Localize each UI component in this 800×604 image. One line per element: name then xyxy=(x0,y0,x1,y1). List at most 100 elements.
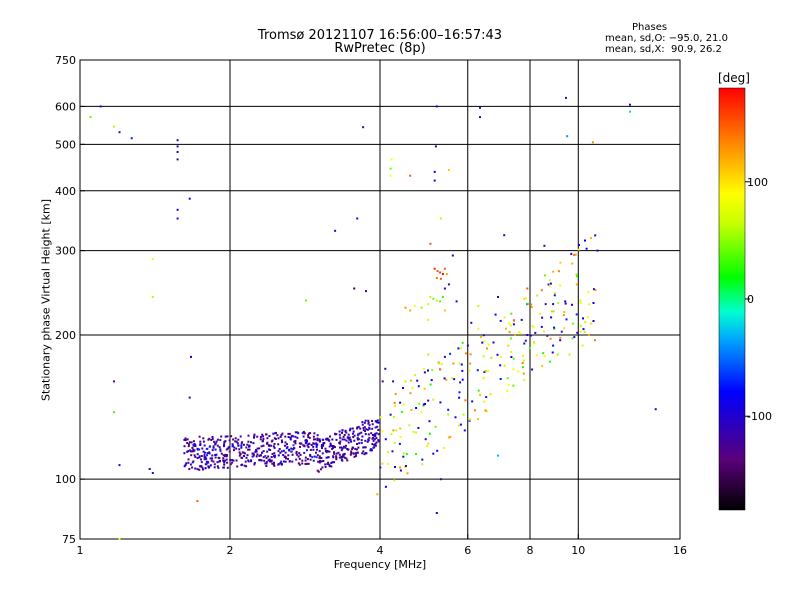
data-point xyxy=(575,283,578,286)
data-point xyxy=(118,464,121,467)
data-point xyxy=(296,436,299,439)
data-point xyxy=(259,436,262,438)
data-point xyxy=(284,456,287,458)
data-point xyxy=(415,453,417,455)
data-point xyxy=(290,435,293,438)
data-point xyxy=(338,453,341,456)
data-point xyxy=(204,463,207,466)
data-point xyxy=(211,436,214,438)
data-point xyxy=(352,436,355,439)
data-point xyxy=(469,353,472,356)
data-point xyxy=(510,356,513,358)
data-point xyxy=(211,437,214,440)
data-point xyxy=(373,433,376,436)
data-point xyxy=(325,450,328,453)
data-point xyxy=(392,380,395,383)
data-point xyxy=(552,310,555,313)
data-point xyxy=(363,426,366,429)
data-point xyxy=(339,440,342,443)
data-point xyxy=(335,452,338,455)
data-point xyxy=(297,462,300,465)
data-point xyxy=(226,466,229,469)
data-point xyxy=(481,341,484,344)
data-point xyxy=(556,353,559,356)
data-point xyxy=(594,289,597,292)
data-point xyxy=(288,432,291,435)
y-tick-label: 75 xyxy=(62,533,76,546)
data-point xyxy=(222,454,225,457)
data-point xyxy=(266,441,269,444)
data-point xyxy=(273,456,276,459)
data-point xyxy=(252,452,254,455)
data-point xyxy=(285,457,287,460)
data-point xyxy=(453,378,456,381)
data-point xyxy=(411,387,414,389)
data-point xyxy=(216,461,219,464)
data-point xyxy=(347,433,350,436)
data-point xyxy=(319,468,322,471)
data-point xyxy=(445,378,448,381)
data-point xyxy=(461,369,464,372)
data-point xyxy=(281,441,284,444)
data-point xyxy=(377,428,380,431)
colorbar-tick-label: 100 xyxy=(747,176,768,189)
data-point xyxy=(305,440,308,442)
data-point xyxy=(431,369,434,372)
data-point xyxy=(420,411,423,414)
data-point xyxy=(323,442,326,444)
data-point xyxy=(422,404,425,407)
data-point xyxy=(234,440,237,443)
data-point xyxy=(304,442,307,445)
data-point xyxy=(528,347,531,350)
data-point xyxy=(316,437,319,440)
data-point xyxy=(593,339,596,342)
data-point xyxy=(330,465,333,468)
data-point xyxy=(367,439,370,442)
data-point xyxy=(512,319,515,322)
data-point xyxy=(473,409,476,412)
data-point xyxy=(360,439,363,442)
data-point xyxy=(507,344,510,347)
data-point xyxy=(402,455,405,458)
data-point xyxy=(266,442,268,445)
data-point xyxy=(523,359,525,362)
data-point xyxy=(277,437,280,440)
data-point xyxy=(406,472,409,475)
data-point xyxy=(251,455,254,458)
data-point xyxy=(190,450,193,453)
data-point xyxy=(449,435,452,438)
data-point xyxy=(508,331,511,334)
data-point xyxy=(393,479,396,482)
data-point xyxy=(409,392,412,395)
data-point xyxy=(198,448,201,451)
data-point xyxy=(192,440,195,443)
data-point xyxy=(559,284,562,287)
data-point xyxy=(439,401,442,404)
data-point xyxy=(412,431,415,433)
data-point xyxy=(295,452,298,455)
data-point xyxy=(245,446,248,449)
data-point xyxy=(223,445,225,448)
data-point xyxy=(404,306,407,309)
data-point xyxy=(356,217,359,220)
data-point xyxy=(362,450,365,453)
data-point xyxy=(420,306,423,309)
data-point xyxy=(335,458,338,461)
data-point xyxy=(364,446,367,449)
data-point xyxy=(313,432,316,435)
data-point xyxy=(329,442,332,445)
data-point xyxy=(327,450,330,453)
data-point xyxy=(325,456,328,459)
data-point xyxy=(477,304,480,307)
data-point xyxy=(219,450,222,453)
data-point xyxy=(265,462,268,465)
data-point xyxy=(248,445,250,448)
data-point xyxy=(258,454,261,457)
data-point xyxy=(432,398,435,401)
data-point xyxy=(309,453,312,456)
data-point xyxy=(375,441,378,444)
data-point xyxy=(592,302,595,304)
data-point xyxy=(205,457,208,460)
data-point xyxy=(354,455,357,457)
data-point xyxy=(571,262,574,265)
